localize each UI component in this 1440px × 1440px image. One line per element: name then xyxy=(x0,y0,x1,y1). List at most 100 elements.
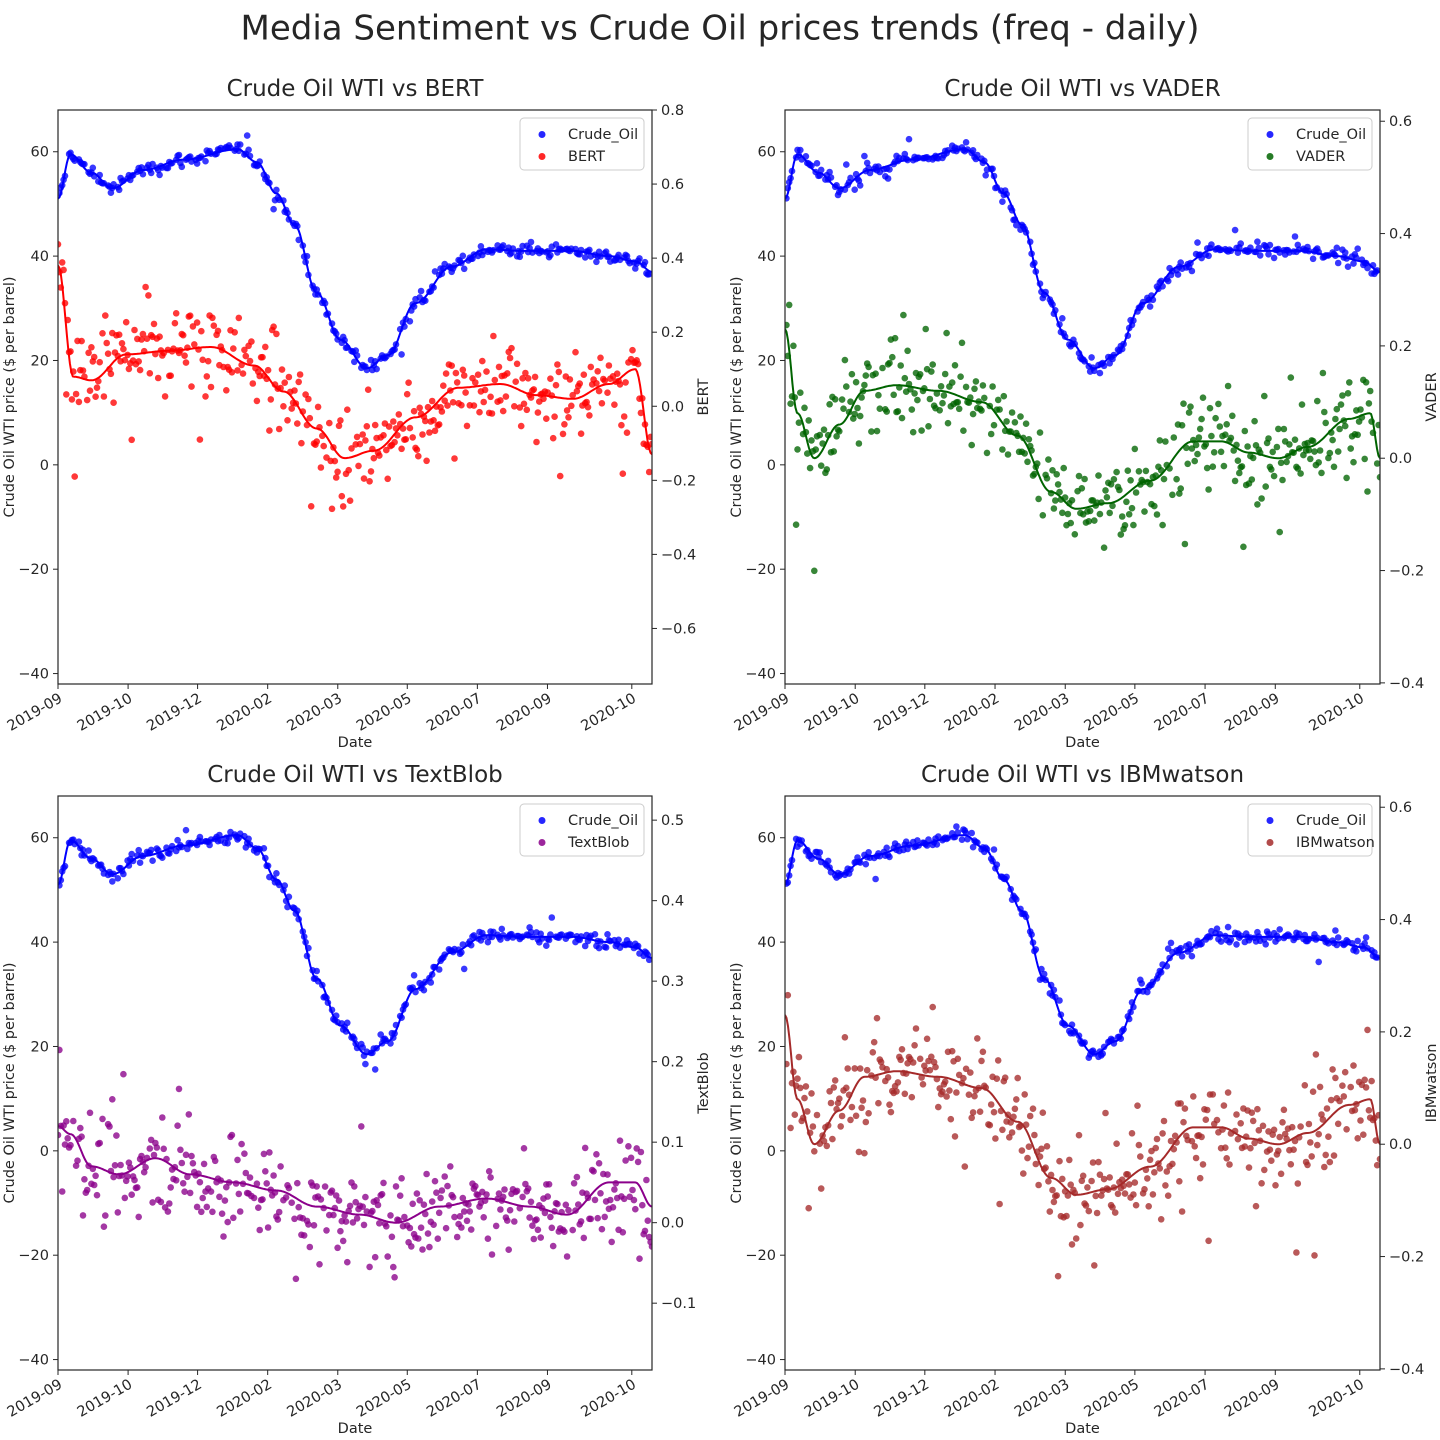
data-point-textblob xyxy=(337,1227,344,1235)
data-point-crude_oil xyxy=(115,186,123,194)
trend-line-crude_oil xyxy=(58,148,652,370)
data-point-ibmwatson xyxy=(1188,1137,1196,1145)
data-point-ibmwatson xyxy=(1361,1076,1368,1084)
data-point-vader xyxy=(922,325,929,333)
data-point-vader xyxy=(1156,437,1164,444)
data-point-ibmwatson xyxy=(923,1035,931,1043)
y-tick-label: 60 xyxy=(758,831,776,847)
chart-panel-vader: Crude Oil WTI vs VADER −40 −20 0 20 40 60 −0.4 −… xyxy=(729,76,1440,751)
data-point-ibmwatson xyxy=(1332,1074,1339,1082)
data-point-crude_oil xyxy=(1194,239,1201,246)
data-point-crude_oil xyxy=(120,870,127,878)
data-point-bert xyxy=(513,360,521,368)
data-point-bert xyxy=(487,393,494,401)
data-point-textblob xyxy=(341,1212,348,1219)
data-point-bert xyxy=(100,393,108,400)
data-point-ibmwatson xyxy=(1321,1163,1328,1171)
data-point-crude_oil xyxy=(1266,241,1274,249)
data-point-ibmwatson xyxy=(1068,1241,1076,1248)
data-point-vader xyxy=(797,389,804,397)
data-point-ibmwatson xyxy=(1199,1161,1207,1168)
data-point-crude_oil xyxy=(459,252,467,260)
y-tick-label: −20 xyxy=(745,562,776,578)
data-point-textblob xyxy=(332,1192,340,1199)
data-point-bert xyxy=(623,429,631,437)
data-point-vader xyxy=(1309,437,1317,445)
y-tick-label: 40 xyxy=(758,249,776,265)
data-point-ibmwatson xyxy=(1011,1105,1019,1113)
data-point-vader xyxy=(954,398,962,406)
data-point-crude_oil xyxy=(224,840,231,847)
data-point-bert xyxy=(203,373,211,380)
data-point-textblob xyxy=(67,1141,74,1149)
data-point-ibmwatson xyxy=(795,1053,803,1061)
data-point-vader xyxy=(968,441,975,449)
y-tick-label: 20 xyxy=(31,353,49,369)
y-tick-label: 20 xyxy=(31,1039,49,1055)
data-point-textblob xyxy=(406,1224,414,1232)
data-point-textblob xyxy=(460,1208,468,1215)
data-point-textblob xyxy=(264,1224,272,1231)
data-point-crude_oil xyxy=(1003,873,1010,881)
data-point-ibmwatson xyxy=(1026,1112,1034,1120)
data-point-vader xyxy=(1011,419,1019,426)
data-point-ibmwatson xyxy=(1213,1116,1221,1124)
data-point-ibmwatson xyxy=(1307,1139,1314,1146)
data-point-bert xyxy=(598,400,606,407)
data-point-bert xyxy=(182,359,190,366)
data-point-textblob xyxy=(562,1201,570,1209)
data-point-bert xyxy=(605,362,613,369)
data-point-ibmwatson xyxy=(926,1066,934,1074)
data-point-crude_oil xyxy=(516,253,524,261)
data-point-ibmwatson xyxy=(811,1148,818,1155)
data-point-ibmwatson xyxy=(1341,1068,1349,1076)
data-point-textblob xyxy=(193,1203,201,1211)
x-axis-label: Date xyxy=(1065,735,1100,751)
data-point-vader xyxy=(1212,414,1219,422)
data-point-vader xyxy=(1273,443,1281,451)
data-point-textblob xyxy=(146,1145,154,1152)
data-point-vader xyxy=(1052,497,1059,504)
data-point-textblob xyxy=(501,1186,508,1193)
data-point-bert xyxy=(288,405,296,412)
data-point-ibmwatson xyxy=(1224,1089,1232,1096)
data-point-vader xyxy=(969,410,977,418)
data-point-bert xyxy=(488,410,496,417)
data-point-vader xyxy=(820,426,828,434)
data-point-ibmwatson xyxy=(873,1014,881,1022)
data-point-vader xyxy=(972,378,980,385)
data-point-ibmwatson xyxy=(978,1057,985,1065)
data-point-bert xyxy=(345,466,353,474)
data-point-bert xyxy=(186,312,194,320)
data-point-vader xyxy=(1176,490,1183,497)
data-point-textblob xyxy=(246,1174,254,1181)
data-point-textblob xyxy=(590,1168,597,1175)
data-point-vader xyxy=(971,385,978,393)
data-point-ibmwatson xyxy=(1089,1159,1097,1166)
data-point-ibmwatson xyxy=(1350,1062,1357,1069)
data-point-ibmwatson xyxy=(1365,1107,1373,1114)
data-point-vader xyxy=(1039,512,1047,519)
data-point-ibmwatson xyxy=(1084,1184,1091,1191)
data-point-crude_oil xyxy=(1333,244,1341,252)
data-point-vader xyxy=(1238,463,1246,470)
data-point-textblob xyxy=(63,1118,70,1125)
data-point-vader xyxy=(823,466,831,473)
data-point-ibmwatson xyxy=(1135,1141,1143,1149)
data-point-ibmwatson xyxy=(1025,1143,1033,1150)
data-point-ibmwatson xyxy=(820,1137,828,1145)
data-point-crude_oil xyxy=(147,846,155,854)
data-point-bert xyxy=(202,393,209,400)
x-tick-label: 2020-07 xyxy=(1152,691,1212,735)
data-point-textblob xyxy=(519,1193,526,1201)
data-point-crude_oil xyxy=(595,944,603,952)
data-point-textblob xyxy=(124,1173,131,1180)
data-point-ibmwatson xyxy=(1314,1141,1321,1149)
y-right-tick-label: 0.2 xyxy=(1389,1025,1412,1041)
data-point-textblob xyxy=(90,1181,98,1189)
data-point-crude_oil xyxy=(548,914,556,921)
data-point-bert xyxy=(474,371,482,379)
data-point-crude_oil xyxy=(1208,241,1215,248)
data-point-textblob xyxy=(198,1208,205,1216)
data-point-vader xyxy=(1151,502,1158,510)
